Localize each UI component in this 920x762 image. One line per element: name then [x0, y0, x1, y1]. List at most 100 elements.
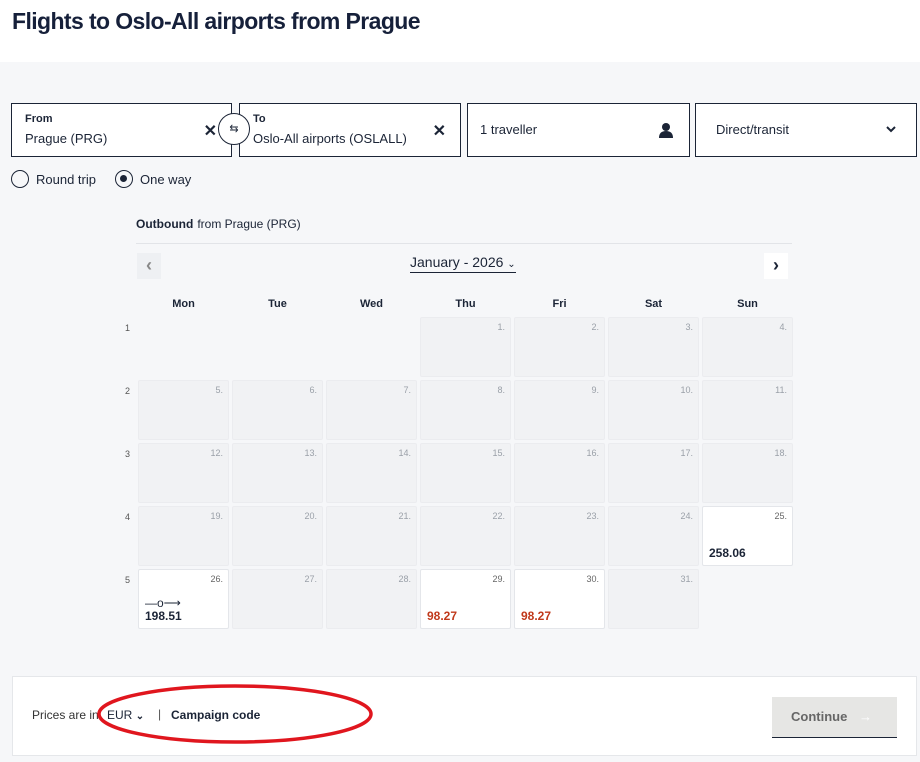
day-cell: 9. — [514, 380, 605, 440]
travellers-value: 1 traveller — [480, 122, 538, 137]
day-cell: 7. — [326, 380, 417, 440]
prev-month-button[interactable]: ‹ — [137, 253, 161, 279]
day-cell: 21. — [326, 506, 417, 566]
day-number: 4. — [779, 322, 787, 332]
chevron-down-icon: ⌄ — [507, 259, 516, 270]
next-month-button[interactable]: › — [764, 253, 788, 279]
day-cell: 4. — [702, 317, 793, 377]
day-cell: 22. — [420, 506, 511, 566]
weekday-header: Tue — [268, 298, 287, 310]
day-cell: 28. — [326, 569, 417, 629]
day-number: 7. — [403, 385, 411, 395]
day-cell: 8. — [420, 380, 511, 440]
footer-bar: Prices are in EUR ⌄ | Campaign code Cont… — [12, 676, 917, 756]
day-number: 29. — [492, 574, 505, 584]
prices-in-label: Prices are in — [32, 708, 99, 722]
weekday-header: Wed — [359, 298, 384, 310]
week-number: 4 — [125, 512, 131, 522]
day-number: 26. — [210, 574, 223, 584]
separator: | — [158, 707, 162, 721]
radio-circle[interactable] — [11, 170, 29, 188]
radio-circle-selected[interactable] — [115, 170, 133, 188]
radio-label: One way — [140, 171, 192, 187]
currency-select[interactable]: EUR ⌄ — [107, 708, 145, 722]
day-number: 11. — [775, 385, 787, 395]
day-cell: 17. — [608, 443, 699, 503]
day-price: 98.27 — [521, 609, 552, 623]
weekday-header: Sun — [737, 298, 758, 310]
day-cell[interactable]: 30. 98.27 — [514, 569, 605, 629]
day-number: 6. — [309, 385, 317, 395]
week-number: 5 — [125, 575, 131, 585]
day-cell: 31. — [608, 569, 699, 629]
day-cell[interactable]: 26. —o⟶ 198.51 — [138, 569, 229, 629]
day-number: 31. — [680, 574, 693, 584]
day-cell[interactable]: 25. 258.06 — [702, 506, 793, 566]
route-type-value: Direct/transit — [716, 122, 789, 137]
radio-one-way[interactable]: One way — [115, 170, 191, 188]
campaign-code-link[interactable]: Campaign code — [171, 708, 261, 722]
day-number: 13. — [304, 448, 317, 458]
weekday-header: Mon — [172, 298, 195, 310]
day-cell: 2. — [514, 317, 605, 377]
day-cell: 19. — [138, 506, 229, 566]
day-price: 198.51 — [145, 609, 182, 623]
day-cell: 3. — [608, 317, 699, 377]
day-cell: 10. — [608, 380, 699, 440]
day-cell: 5. — [138, 380, 229, 440]
travellers-field[interactable]: 1 traveller — [467, 103, 690, 157]
day-number: 25. — [774, 511, 787, 521]
week-number: 3 — [125, 449, 131, 459]
day-cell: 20. — [232, 506, 323, 566]
day-number: 15. — [492, 448, 505, 458]
day-cell: 16. — [514, 443, 605, 503]
day-number: 10. — [680, 385, 693, 395]
day-cell: 18. — [702, 443, 793, 503]
day-number: 21. — [398, 511, 411, 521]
weekday-header: Sat — [644, 298, 663, 310]
day-number: 12. — [210, 448, 223, 458]
from-value: Prague (PRG) — [25, 131, 108, 146]
week-number: 2 — [125, 386, 131, 396]
day-cell: 6. — [232, 380, 323, 440]
weekday-header: Thu — [455, 298, 476, 310]
from-field[interactable]: From Prague (PRG) ✕ — [11, 103, 232, 157]
day-number: 18. — [774, 448, 787, 458]
day-cell: 13. — [232, 443, 323, 503]
weekday-header: Fri — [552, 298, 567, 310]
clear-from-icon[interactable]: ✕ — [203, 123, 217, 140]
day-number: 27. — [304, 574, 317, 584]
day-number: 23. — [586, 511, 599, 521]
day-number: 17. — [680, 448, 693, 458]
day-cell: 27. — [232, 569, 323, 629]
day-number: 8. — [497, 385, 505, 395]
radio-label: Round trip — [36, 171, 96, 187]
month-select[interactable]: January - 2026 ⌄ — [410, 254, 516, 273]
outbound-heading: Outbound from Prague (PRG) — [136, 217, 301, 231]
day-cell: 1. — [420, 317, 511, 377]
to-field[interactable]: To Oslo-All airports (OSLALL) ✕ — [239, 103, 461, 157]
transit-icon: —o⟶ — [145, 596, 181, 610]
swap-icon[interactable]: ⇆ — [218, 113, 250, 145]
day-cell[interactable]: 29. 98.27 — [420, 569, 511, 629]
to-label: To — [253, 113, 266, 125]
radio-round-trip[interactable]: Round trip — [11, 170, 96, 188]
day-number: 28. — [398, 574, 411, 584]
page-title: Flights to Oslo-All airports from Prague — [12, 8, 421, 34]
day-number: 22. — [492, 511, 505, 521]
clear-to-icon[interactable]: ✕ — [432, 123, 446, 140]
route-type-select[interactable]: Direct/transit — [695, 103, 917, 157]
day-number: 14. — [398, 448, 411, 458]
header — [0, 0, 920, 62]
day-cell: 24. — [608, 506, 699, 566]
continue-button[interactable]: Continue → — [772, 697, 897, 738]
divider — [136, 243, 792, 244]
day-cell: 11. — [702, 380, 793, 440]
day-price: 98.27 — [427, 609, 458, 623]
person-icon — [659, 123, 673, 138]
day-number: 2. — [591, 322, 599, 332]
day-cell: 15. — [420, 443, 511, 503]
week-number: 1 — [125, 323, 131, 333]
chevron-down-icon — [886, 126, 896, 133]
day-number: 19. — [210, 511, 223, 521]
